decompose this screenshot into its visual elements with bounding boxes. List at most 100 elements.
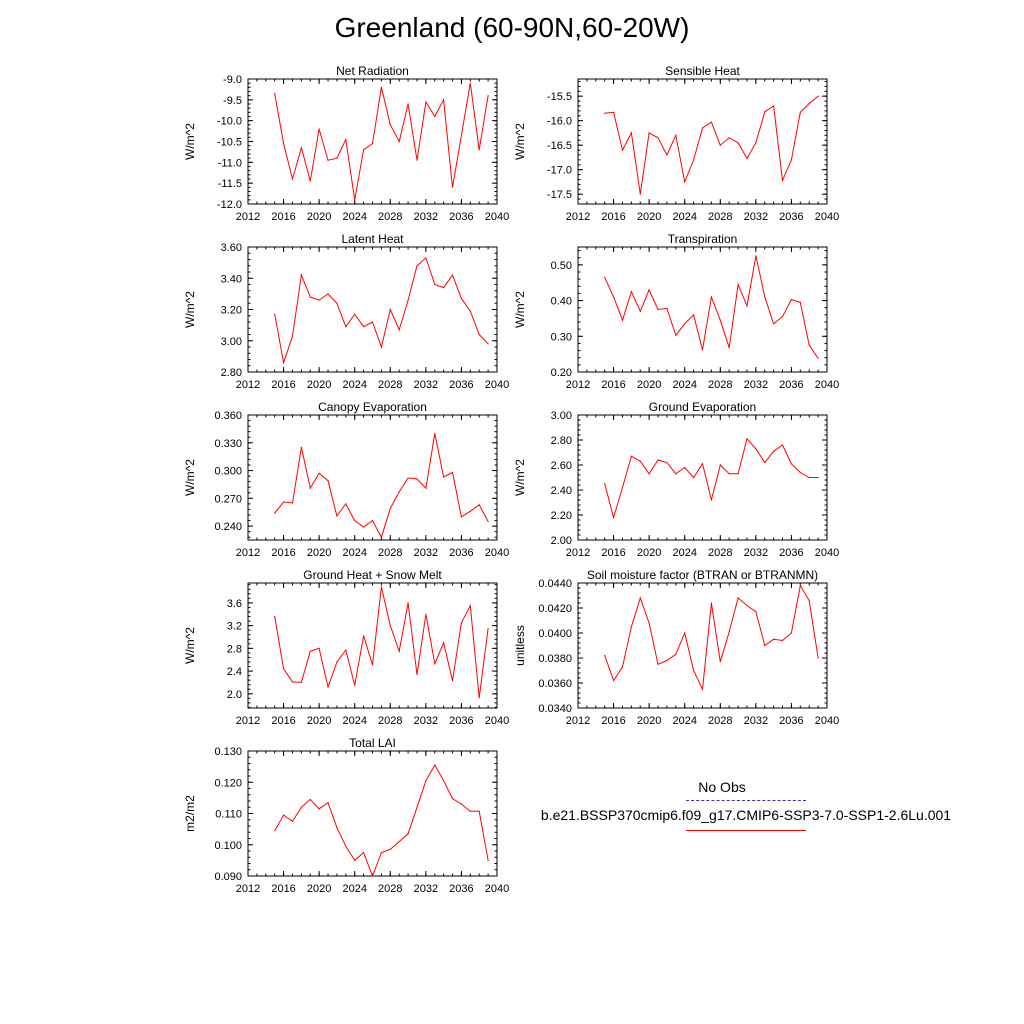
data-point [443,287,445,289]
data-point [621,319,624,321]
data-point [630,455,632,457]
plot-frame [247,582,498,709]
data-point [487,627,489,630]
x-tick-label: 2012 [236,379,260,391]
x-tick-label: 2012 [566,379,590,391]
data-point [327,159,329,161]
chart-panel-2: Sensible Heat W/m^2 2012 2016 2020 2024 2028 20… [513,64,839,223]
x-tick-label: 2016 [601,547,625,559]
data-point [684,181,686,183]
chart-panel-7: Ground Heat + Snow Melt W/m^2 2012 2016 2020… [183,568,509,727]
chart-panel-3: Latent Heat W/m^2 2012 2016 2020 2024 2028 2032… [183,232,509,391]
data-point [719,144,721,146]
data-point [291,502,294,504]
series-line [604,584,819,692]
x-tick-label: 2028 [708,547,732,559]
panel-title: Sensible Heat [665,64,740,78]
data-point [434,432,436,435]
data-point [336,515,338,517]
panel-title: Canopy Evaporation [318,400,427,414]
data-point [808,476,810,479]
data-point [666,461,668,464]
data-point [648,132,650,134]
data-point [790,159,793,161]
y-tick-label: 3.60 [221,242,242,254]
x-tick-label: 2040 [815,547,839,559]
data-point [398,841,400,843]
data-point [799,301,801,303]
data-point [478,810,480,812]
data-point [345,845,347,847]
data-point [701,349,704,351]
y-tick-label: 0.40 [551,296,572,308]
x-tick-label: 2024 [342,211,366,223]
y-tick-label: 2.80 [221,367,242,379]
y-tick-label: 2.40 [551,485,572,497]
y-tick-label: 0.330 [214,438,242,450]
plot-frame [577,246,828,373]
data-point [425,487,427,489]
data-point [684,466,686,469]
x-tick-label: 2040 [815,211,839,223]
y-tick-label: -16.5 [547,140,572,152]
data-point [274,830,276,832]
data-point [416,265,418,267]
data-point [746,438,748,440]
data-point [604,483,606,485]
y-tick-label: 0.120 [214,777,242,789]
x-tick-label: 2016 [601,211,625,223]
data-point [318,299,320,301]
data-point [407,833,409,835]
data-point [425,101,427,103]
data-point [274,313,276,315]
data-point [354,684,356,686]
panel-title: Ground Heat + Snow Melt [303,568,442,582]
data-point [291,681,294,683]
data-point [648,473,650,475]
x-tick-label: 2032 [744,211,768,223]
data-point [693,159,695,161]
data-point [309,798,311,801]
chart-panel-9: Total LAI m2/m2 2012 2016 2020 2024 2028 2032 20… [183,736,509,895]
data-point [425,613,427,615]
y-tick-label: -10.5 [217,137,242,149]
series-line [274,586,489,698]
x-tick-label: 2012 [236,715,260,727]
y-tick-label: 0.100 [214,840,242,852]
data-point [701,688,704,690]
data-point [363,149,365,151]
data-point [371,519,374,522]
data-point [371,664,374,666]
y-tick-label: 0.130 [214,746,242,758]
data-point [487,343,489,345]
data-point [604,276,606,278]
x-tick-label: 2012 [236,547,260,559]
data-point [666,659,668,662]
data-point [790,463,793,465]
x-tick-label: 2032 [414,211,438,223]
y-axis-label: W/m^2 [513,123,527,160]
y-tick-label: 0.110 [215,809,242,821]
y-tick-label: -9.0 [223,74,242,86]
data-point [380,86,382,88]
data-point [693,476,695,479]
data-point [657,137,659,139]
x-tick-label: 2036 [779,211,803,223]
y-tick-label: 0.20 [551,367,572,379]
y-tick-label: 2.0 [227,689,242,701]
data-point [808,102,810,105]
data-point [443,99,445,101]
x-tick-label: 2016 [271,883,295,895]
data-point [300,806,302,808]
x-tick-label: 2012 [566,715,590,727]
data-point [746,305,748,307]
x-tick-label: 2020 [637,211,661,223]
data-point [282,668,285,670]
data-point [621,486,624,489]
y-axis-label: W/m^2 [183,123,197,160]
x-tick-label: 2032 [744,379,768,391]
data-point [407,103,409,105]
data-point [487,859,489,861]
y-tick-label: 3.40 [221,273,242,285]
data-point [808,599,810,602]
